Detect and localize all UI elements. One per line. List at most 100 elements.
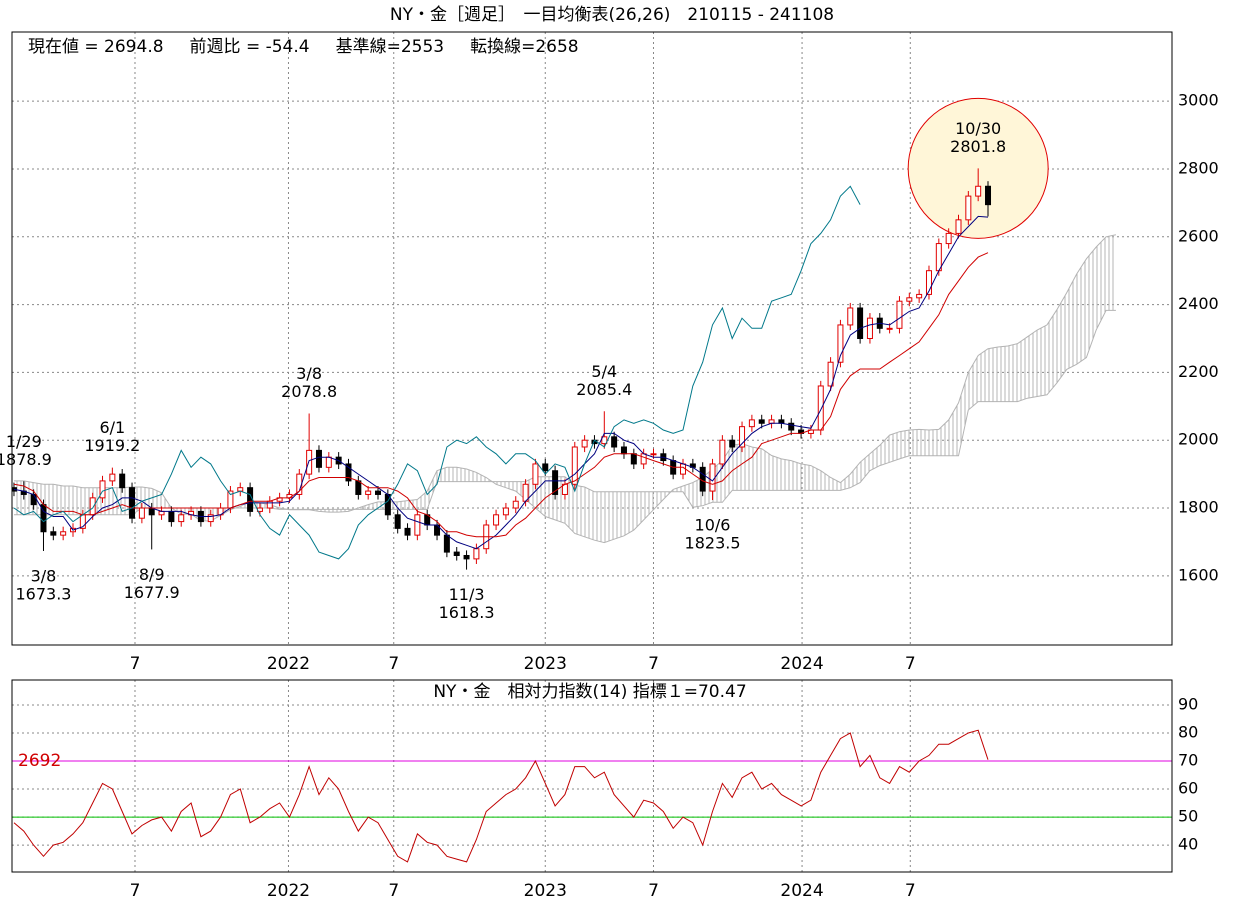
candle-body [925, 270, 932, 295]
candle-body [325, 456, 332, 468]
candle-body [935, 243, 942, 272]
candle-body [601, 436, 608, 445]
plot-frame [11, 31, 1173, 646]
candle-body [237, 487, 244, 492]
candle-body [394, 514, 401, 529]
annotation-date: 3/8 [31, 566, 57, 585]
annotation-date: 10/30 [955, 119, 1001, 138]
candle-body [542, 463, 549, 472]
candle-body [493, 514, 500, 526]
x-tick-label: 2023 [524, 654, 567, 674]
annotation-date: 11/3 [449, 585, 485, 604]
indicator-line [13, 215, 989, 550]
reference-label: 2692 [18, 751, 61, 771]
candle-body [916, 293, 923, 299]
y-tick-label: 2800 [1178, 158, 1219, 177]
annotation-value: 1919.2 [84, 436, 140, 455]
rsi-line [13, 729, 989, 863]
candle-body [50, 531, 57, 536]
candle-body [532, 463, 539, 485]
y-tick-label: 80 [1178, 722, 1198, 741]
candle-body [729, 439, 736, 448]
x-tick-label: 2022 [267, 881, 310, 901]
candle-body [975, 185, 982, 197]
annotation-date: 1/29 [6, 432, 42, 451]
y-tick-label: 3000 [1178, 91, 1219, 110]
x-tick-label: 2024 [780, 881, 823, 901]
info-text: 現在値 = 2694.8 [28, 37, 164, 57]
candle-body [827, 361, 834, 387]
candle-body [266, 500, 273, 509]
candle-body [129, 487, 136, 519]
candle-body [945, 232, 952, 245]
candle-body [886, 327, 893, 330]
candle-body [788, 422, 795, 431]
x-tick-label: 7 [905, 654, 916, 674]
candle-body [739, 426, 746, 448]
annotation-value: 2801.8 [950, 137, 1006, 156]
y-tick-label: 2200 [1178, 362, 1219, 381]
candle-body [630, 453, 637, 465]
annotation-value: 2085.4 [576, 380, 632, 399]
chart-title: NY・金［週足］ 一目均衡表(26,26) 210115 - 241108 [390, 5, 834, 25]
annotation-value: 1618.3 [439, 603, 495, 622]
chart-title: NY・金 相対力指数(14) 指標１=70.47 [433, 682, 746, 702]
candle-body [611, 436, 618, 448]
annotation-date: 5/4 [591, 362, 617, 381]
x-tick-label: 7 [130, 654, 141, 674]
candle-body [965, 195, 972, 221]
candle-body [443, 534, 450, 553]
candle-body [30, 493, 37, 506]
y-tick-label: 1600 [1178, 565, 1219, 584]
candle-body [178, 514, 185, 523]
candle-body [375, 490, 382, 495]
x-tick-label: 2024 [780, 654, 823, 674]
x-tick-label: 7 [648, 654, 659, 674]
candle-body [453, 551, 460, 556]
annotation-date: 6/1 [99, 418, 125, 437]
panel: 1600 1800 2000 2200 2400 2600 2800 3000 7 2022 7 20… [0, 5, 1219, 674]
candle-body [906, 297, 913, 302]
candle-body [620, 446, 627, 455]
x-tick-label: 2022 [267, 654, 310, 674]
info-text: 基準線=2553 [336, 37, 445, 57]
candle-body [778, 419, 785, 424]
candle-body [837, 324, 844, 363]
candle-body [207, 514, 214, 523]
plot-frame [11, 679, 1173, 873]
candle-body [955, 219, 962, 234]
candle-body [719, 439, 726, 465]
annotation-value: 1673.3 [15, 584, 71, 603]
candle-body [473, 548, 480, 560]
candle-body [748, 419, 755, 428]
span-a-line [14, 234, 1116, 544]
candle-body [552, 470, 559, 495]
candle-body [119, 473, 126, 489]
annotation-date: 8/9 [139, 565, 165, 584]
candle-body [857, 307, 864, 340]
candle-body [709, 463, 716, 492]
x-tick-label: 7 [388, 881, 399, 901]
candle-body [109, 473, 116, 482]
y-tick-label: 40 [1178, 835, 1198, 854]
candle-body [247, 487, 254, 512]
candle-body [581, 439, 588, 448]
candle-body [640, 453, 647, 465]
x-tick-label: 2023 [524, 881, 567, 901]
candle-body [158, 510, 165, 516]
y-tick-label: 2600 [1178, 226, 1219, 245]
panel: 40 50 60 70 80 90 7 2022 7 2023 7 2024 7 NY・金 相対力指数(1… [11, 679, 1198, 901]
y-tick-label: 60 [1178, 779, 1198, 798]
annotation-value: 1878.9 [0, 450, 52, 469]
x-tick-label: 7 [130, 881, 141, 901]
indicator-line [13, 252, 989, 538]
y-tick-label: 2000 [1178, 430, 1219, 449]
candle-body [89, 497, 96, 516]
candle-body [404, 527, 411, 536]
candle-body [866, 317, 873, 339]
annotation-date: 3/8 [296, 364, 322, 383]
annotation-value: 2078.8 [281, 382, 337, 401]
candle-body [315, 449, 322, 468]
